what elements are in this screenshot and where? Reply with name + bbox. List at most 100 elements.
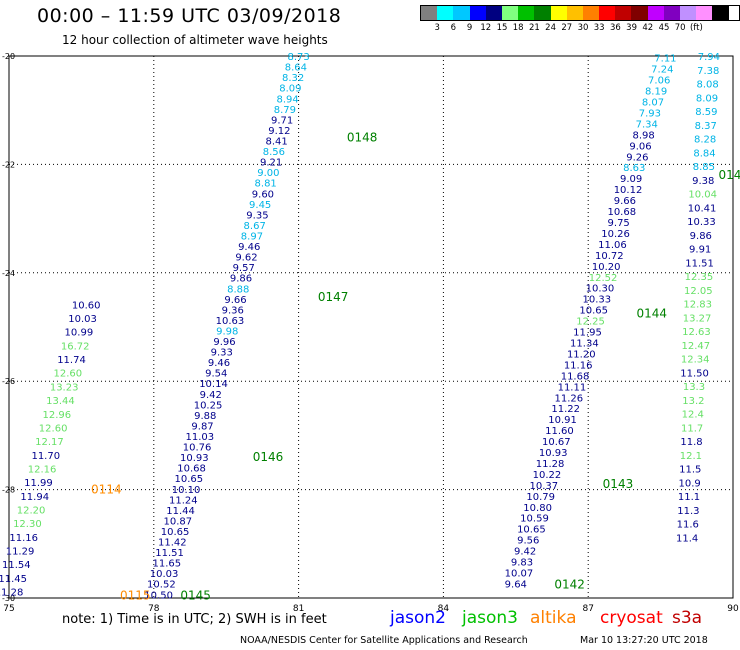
wave-height-label: 8.37: [695, 121, 717, 132]
wave-height-label: 12.30: [13, 519, 42, 530]
wave-height-label: 9.66: [614, 196, 636, 207]
legend-jason2: jason2: [390, 608, 446, 628]
wave-height-label: 10.65: [517, 525, 546, 536]
wave-height-label: 13.23: [50, 382, 79, 393]
wave-height-label: 10.72: [595, 251, 624, 262]
x-tick-label: 84: [438, 604, 450, 612]
wave-height-label: 11.54: [2, 560, 31, 571]
wave-height-label: 8.84: [693, 148, 715, 159]
colorbar-label: 21: [528, 23, 540, 33]
x-tick-label: 81: [293, 604, 304, 612]
colorbar-swatch: [615, 6, 632, 20]
colorbar-swatch: [599, 6, 616, 20]
legend-s3a: s3a: [672, 608, 703, 628]
wave-height-label: 9.00: [257, 168, 279, 179]
pass-time-label: 0147: [318, 290, 349, 304]
wave-height-label: 11.03: [185, 432, 214, 443]
wave-height-label: 10.26: [601, 229, 630, 240]
wave-height-label: 11.1: [678, 492, 700, 503]
colorbar-swatch: [437, 6, 454, 20]
wave-height-label: 12.35: [685, 272, 714, 283]
wave-height-label: 11.51: [685, 258, 714, 269]
wave-height-label: 9.98: [216, 326, 238, 337]
wave-height-label: 10.04: [688, 190, 717, 201]
wave-height-label: 12.96: [42, 410, 71, 421]
y-tick-label: -20: [2, 52, 15, 61]
colorbar-swatch: [566, 6, 583, 20]
wave-height-label: 7.93: [639, 108, 661, 119]
legend-jason3: jason3: [462, 608, 518, 628]
wave-height-label: 12.16: [28, 464, 57, 475]
wave-height-label: 8.63: [623, 163, 645, 174]
wave-height-label: 10.76: [183, 443, 212, 454]
wave-height-label: 9.64: [505, 579, 527, 590]
wave-height-label: 11.26: [554, 393, 583, 404]
colorbar-label: 27: [561, 23, 573, 33]
x-tick-label: 75: [3, 604, 14, 612]
wave-height-label: 9.21: [260, 158, 282, 169]
wave-height-label: 9.75: [608, 218, 630, 229]
colorbar-swatch: [712, 6, 729, 20]
wave-height-label: 9.96: [213, 337, 235, 348]
wave-height-label: 11.94: [20, 492, 49, 503]
wave-height-label: 9.86: [690, 231, 712, 242]
wave-height-label: 9.42: [200, 390, 222, 401]
wave-height-label: 10.60: [72, 300, 101, 311]
colorbar-swatch: [631, 6, 648, 20]
wave-height-label: 8.09: [279, 84, 301, 95]
credit-line: NOAA/NESDIS Center for Satellite Applica…: [240, 635, 528, 646]
wave-height-label: 9.45: [249, 200, 271, 211]
wave-height-label: 9.06: [629, 141, 651, 152]
pass-time-label: 0146: [253, 450, 284, 464]
wave-height-label: 10.9: [678, 478, 700, 489]
wave-height-label: 11.42: [158, 538, 187, 549]
colorbar-labels: 3 6 9 12 15 18 21 24 27 30 33 36 39 42 45 70 (ft): [420, 21, 740, 33]
legend-cryosat: cryosat: [600, 608, 663, 628]
wave-height-label: 7.24: [651, 65, 673, 76]
pass-time-label: 0148: [347, 130, 378, 144]
wave-height-label: 12.20: [17, 506, 46, 517]
wave-height-label: 8.81: [255, 179, 277, 190]
y-tick-label: -28: [2, 486, 15, 495]
wave-height-label: 9.71: [271, 115, 293, 126]
wave-height-label: 10.33: [583, 295, 612, 306]
wave-height-label: 9.42: [514, 547, 536, 558]
wave-height-label: 10.93: [539, 448, 568, 459]
wave-height-label: 11.28: [0, 588, 23, 599]
wave-height-label: 12.60: [39, 423, 68, 434]
wave-height-label: 11.65: [153, 559, 182, 570]
colorbar-swatch: [518, 6, 535, 20]
colorbar: 3 6 9 12 15 18 21 24 27 30 33 36 39 42 45 70 (ft): [420, 5, 740, 33]
colorbar-label: 24: [545, 23, 557, 33]
colorbar-label: 18: [512, 23, 524, 33]
colorbar-label: 30: [577, 23, 589, 33]
x-tick-label: 90: [727, 604, 739, 612]
y-tick-label: -26: [2, 377, 15, 386]
wave-height-label: 8.85: [693, 162, 715, 173]
wave-height-label: 8.59: [695, 107, 717, 118]
wave-height-label: 8.88: [227, 284, 249, 295]
colorbar-label: 9: [466, 23, 473, 33]
colorbar-label: 42: [642, 23, 654, 33]
wave-height-label: 10.25: [194, 400, 223, 411]
colorbar-swatch: [663, 6, 680, 20]
wave-height-label: 8.09: [696, 93, 718, 104]
wave-height-label: 12.63: [682, 327, 711, 338]
wave-height-label: 8.07: [642, 98, 664, 109]
wave-height-label: 12.05: [684, 286, 713, 297]
wave-height-label: 10.10: [172, 485, 201, 496]
wave-height-label: 11.16: [564, 360, 593, 371]
wave-height-label: 12.60: [54, 369, 83, 380]
wave-height-label: 10.50: [144, 590, 173, 601]
wave-height-label: 9.46: [238, 242, 260, 253]
wave-height-label: 12.52: [589, 273, 618, 284]
pass-time-label: 0145: [180, 588, 211, 602]
pass-time-label: 0142: [554, 577, 585, 591]
wave-height-label: 10.80: [523, 503, 552, 514]
wave-height-label: 7.94: [698, 52, 720, 63]
wave-height-label: 9.09: [620, 174, 642, 185]
wave-height-label: 11.44: [166, 506, 195, 517]
colorbar-label: 36: [609, 23, 621, 33]
wave-height-label: 8.79: [274, 105, 296, 116]
wave-height-label: 10.65: [161, 527, 190, 538]
